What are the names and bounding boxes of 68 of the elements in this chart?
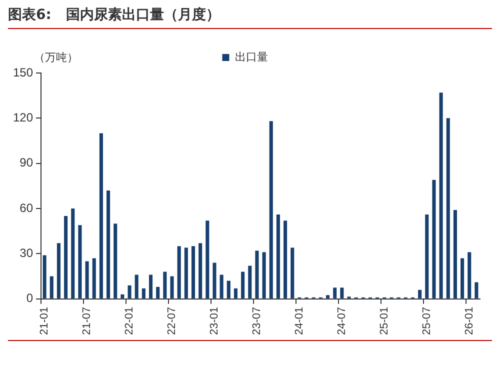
x-tick-label: 24-01 [293, 306, 306, 336]
y-tick-label: 0 [26, 291, 34, 306]
bar [71, 208, 75, 298]
x-tick-label: 21-01 [38, 306, 51, 336]
bar [170, 276, 174, 298]
bar [212, 262, 216, 298]
x-tick-label: 23-01 [208, 306, 221, 336]
bar [241, 272, 245, 298]
x-tick-label: 25-07 [420, 306, 433, 336]
bar [276, 214, 280, 298]
bar [226, 280, 230, 298]
y-tick-label: 150 [12, 65, 34, 80]
bar [56, 243, 60, 298]
bar [134, 274, 138, 298]
bar [262, 252, 266, 298]
bar [42, 255, 46, 298]
bar [114, 224, 118, 298]
bar [64, 216, 68, 298]
bar [156, 286, 160, 298]
bar [453, 210, 457, 298]
x-tick-label: 24-07 [336, 306, 348, 336]
x-tick-label: 22-07 [166, 306, 178, 336]
bar [425, 214, 429, 298]
bar [234, 288, 238, 298]
bar [474, 282, 478, 298]
bar [184, 248, 188, 298]
bar [198, 243, 202, 298]
bar [120, 294, 124, 298]
bar [468, 252, 472, 298]
y-tick-label: 60 [20, 200, 34, 215]
bar [284, 220, 288, 298]
bar [269, 121, 273, 298]
bar [432, 180, 436, 298]
y-axis-title: （万吨） [34, 50, 78, 65]
bar [142, 288, 146, 298]
bar [163, 272, 167, 298]
bar [290, 248, 294, 298]
bar [220, 274, 224, 298]
legend-label: 出口量 [234, 50, 268, 64]
bar [206, 220, 210, 298]
bar [78, 225, 82, 298]
bar [191, 246, 196, 298]
y-tick-label: 30 [20, 246, 34, 260]
bar [50, 276, 54, 298]
bar [333, 288, 337, 298]
bar [439, 92, 443, 298]
bar [148, 274, 153, 298]
bar [340, 288, 344, 298]
bar [128, 285, 132, 298]
bar [255, 250, 259, 298]
x-tick-label: 26-01 [463, 306, 476, 336]
bar [418, 290, 422, 298]
y-tick-label: 90 [20, 156, 34, 170]
bar [99, 133, 103, 298]
x-tick-label: 21-07 [81, 306, 94, 336]
bar [92, 258, 96, 298]
x-tick-label: 23-07 [251, 306, 263, 336]
bar [85, 261, 89, 298]
y-tick-label: 120 [12, 110, 34, 124]
x-tick-label: 22-01 [124, 306, 136, 336]
bar [248, 266, 252, 298]
bar [446, 118, 450, 298]
x-tick-label: 25-01 [378, 306, 390, 336]
bar [460, 258, 464, 298]
bar [326, 295, 330, 298]
chart-title: 图表6: 国内尿素出口量（月度） [8, 6, 492, 29]
bar [177, 246, 181, 298]
bar [106, 190, 110, 298]
